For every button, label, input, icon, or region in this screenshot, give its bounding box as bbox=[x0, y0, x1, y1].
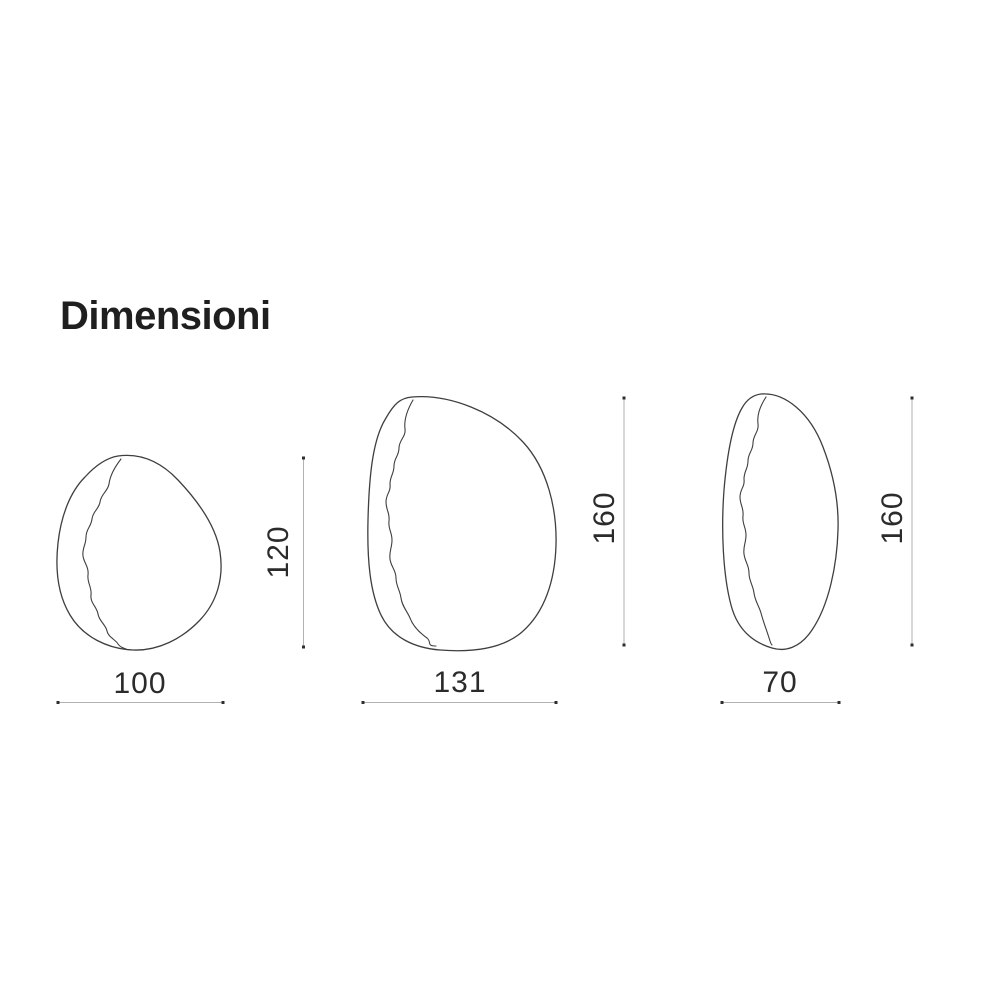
stone-middle-width-label: 131 bbox=[433, 666, 486, 699]
stone-left-outline bbox=[56, 454, 222, 651]
stone-middle-outline bbox=[367, 396, 557, 652]
stone-middle-width-left-tick bbox=[361, 701, 365, 704]
stone-left-height-bottom-tick bbox=[302, 645, 305, 649]
stone-left-width-dimension: 100 bbox=[56, 667, 225, 704]
stone-right-height-dimension: 160 bbox=[876, 396, 914, 647]
stone-right-width-label: 70 bbox=[762, 666, 797, 699]
stone-left-width-label: 100 bbox=[113, 667, 166, 700]
stone-right-height-label: 160 bbox=[876, 491, 909, 544]
stone-middle-height-bottom-tick bbox=[622, 643, 626, 647]
stone-middle-width-dimension: 131 bbox=[361, 666, 558, 704]
stone-right-outline bbox=[722, 393, 839, 651]
figure-stone-left: 120 100 bbox=[56, 454, 305, 704]
stone-right-width-dimension: 70 bbox=[720, 666, 841, 704]
stone-middle-height-top-tick bbox=[622, 396, 626, 400]
stone-left-height-dimension: 120 bbox=[262, 456, 305, 649]
figure-stone-middle: 160 131 bbox=[361, 396, 626, 704]
stone-middle-height-label: 160 bbox=[588, 491, 621, 544]
stone-middle-crack-line bbox=[385, 399, 437, 647]
stone-right-height-top-tick bbox=[910, 396, 914, 400]
page-title: Dimensioni bbox=[60, 294, 271, 338]
stone-right-width-right-tick bbox=[837, 701, 841, 704]
stone-right-crack-line bbox=[739, 396, 773, 646]
stone-left-height-top-tick bbox=[302, 456, 305, 460]
stone-left-width-left-tick bbox=[56, 701, 60, 704]
stone-left-width-right-tick bbox=[221, 701, 225, 704]
stone-right-width-left-tick bbox=[720, 701, 724, 704]
stone-right-height-bottom-tick bbox=[910, 643, 914, 647]
figure-stone-right: 160 70 bbox=[720, 393, 914, 704]
stone-middle-width-right-tick bbox=[554, 701, 558, 704]
stone-left-height-label: 120 bbox=[262, 525, 295, 578]
stone-middle-height-dimension: 160 bbox=[588, 396, 626, 647]
stone-left-crack-line bbox=[82, 458, 127, 650]
